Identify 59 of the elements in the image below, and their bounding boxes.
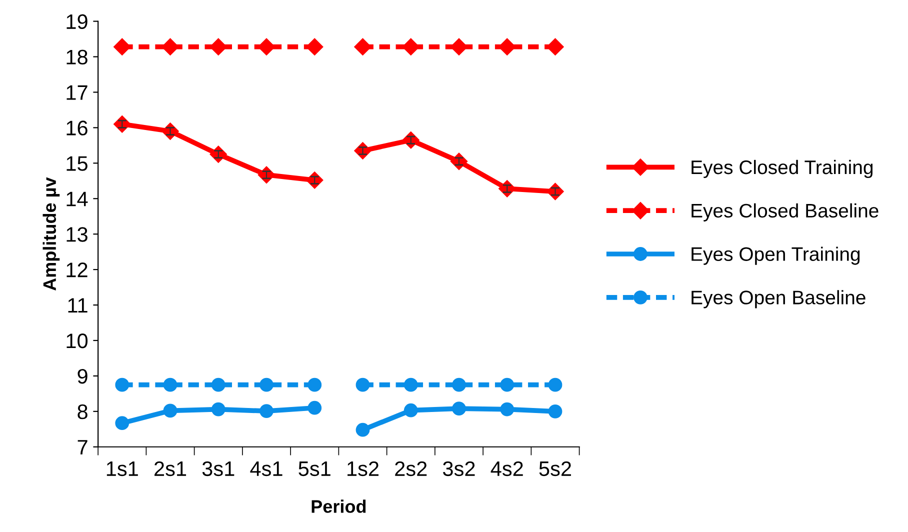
point bbox=[548, 378, 562, 392]
point bbox=[260, 378, 274, 392]
x-tick-label: 4s1 bbox=[250, 462, 282, 476]
legend-label: Eyes Closed Baseline bbox=[692, 203, 878, 222]
point bbox=[162, 38, 179, 56]
x-tick-label: 5s1 bbox=[298, 462, 330, 476]
y-tick-label: 19 bbox=[66, 14, 88, 30]
point bbox=[500, 402, 514, 416]
point bbox=[404, 403, 418, 418]
y-tick-label: 9 bbox=[78, 368, 88, 384]
x-tick-label: 1s2 bbox=[348, 461, 378, 476]
y-tick-label: 8 bbox=[78, 404, 88, 420]
point bbox=[452, 378, 466, 392]
legend-label: Eyes Open Baseline bbox=[692, 290, 866, 308]
y-tick-label: 13 bbox=[66, 227, 88, 242]
y-tick-label: 15 bbox=[66, 156, 88, 171]
x-axis-title: Period bbox=[312, 500, 366, 513]
point bbox=[258, 38, 276, 56]
y-tick-label: 7 bbox=[78, 440, 88, 454]
point bbox=[546, 38, 564, 56]
x-tick-label: 1s1 bbox=[106, 462, 138, 476]
point bbox=[115, 416, 130, 430]
point bbox=[450, 38, 468, 56]
point bbox=[260, 404, 274, 418]
x-tick-label: 4s2 bbox=[490, 461, 523, 476]
point bbox=[500, 378, 514, 392]
point bbox=[211, 402, 226, 416]
point bbox=[356, 378, 370, 392]
point bbox=[114, 38, 131, 56]
y-tick-label: 12 bbox=[66, 262, 88, 278]
point bbox=[210, 38, 227, 56]
x-tick-label: 3s2 bbox=[442, 461, 475, 476]
y-tick-label: 16 bbox=[66, 120, 88, 136]
point bbox=[354, 38, 372, 56]
point bbox=[163, 404, 178, 418]
y-tick-label: 11 bbox=[68, 298, 88, 313]
point bbox=[498, 38, 516, 56]
point bbox=[115, 378, 130, 392]
y-axis-title: Amplitude µv bbox=[42, 177, 60, 290]
y-tick-label: 18 bbox=[66, 50, 88, 64]
y-tick-label: 17 bbox=[66, 85, 88, 100]
point bbox=[163, 378, 178, 392]
point bbox=[452, 402, 466, 416]
point bbox=[306, 38, 324, 56]
legend-label: Eyes Open Training bbox=[692, 246, 860, 265]
legend-label: Eyes Closed Training bbox=[692, 160, 873, 178]
point bbox=[548, 404, 562, 418]
x-tick-label: 5s2 bbox=[539, 461, 571, 476]
y-tick-label: 14 bbox=[66, 192, 88, 206]
point bbox=[402, 38, 420, 56]
point bbox=[308, 400, 322, 415]
x-tick-label: 2s2 bbox=[395, 461, 427, 476]
y-tick-label: 10 bbox=[66, 333, 88, 348]
x-tick-label: 3s1 bbox=[202, 461, 234, 476]
point bbox=[211, 378, 226, 392]
point bbox=[356, 422, 370, 437]
x-tick-label: 2s1 bbox=[154, 461, 186, 476]
point bbox=[404, 378, 418, 392]
point bbox=[308, 378, 322, 392]
